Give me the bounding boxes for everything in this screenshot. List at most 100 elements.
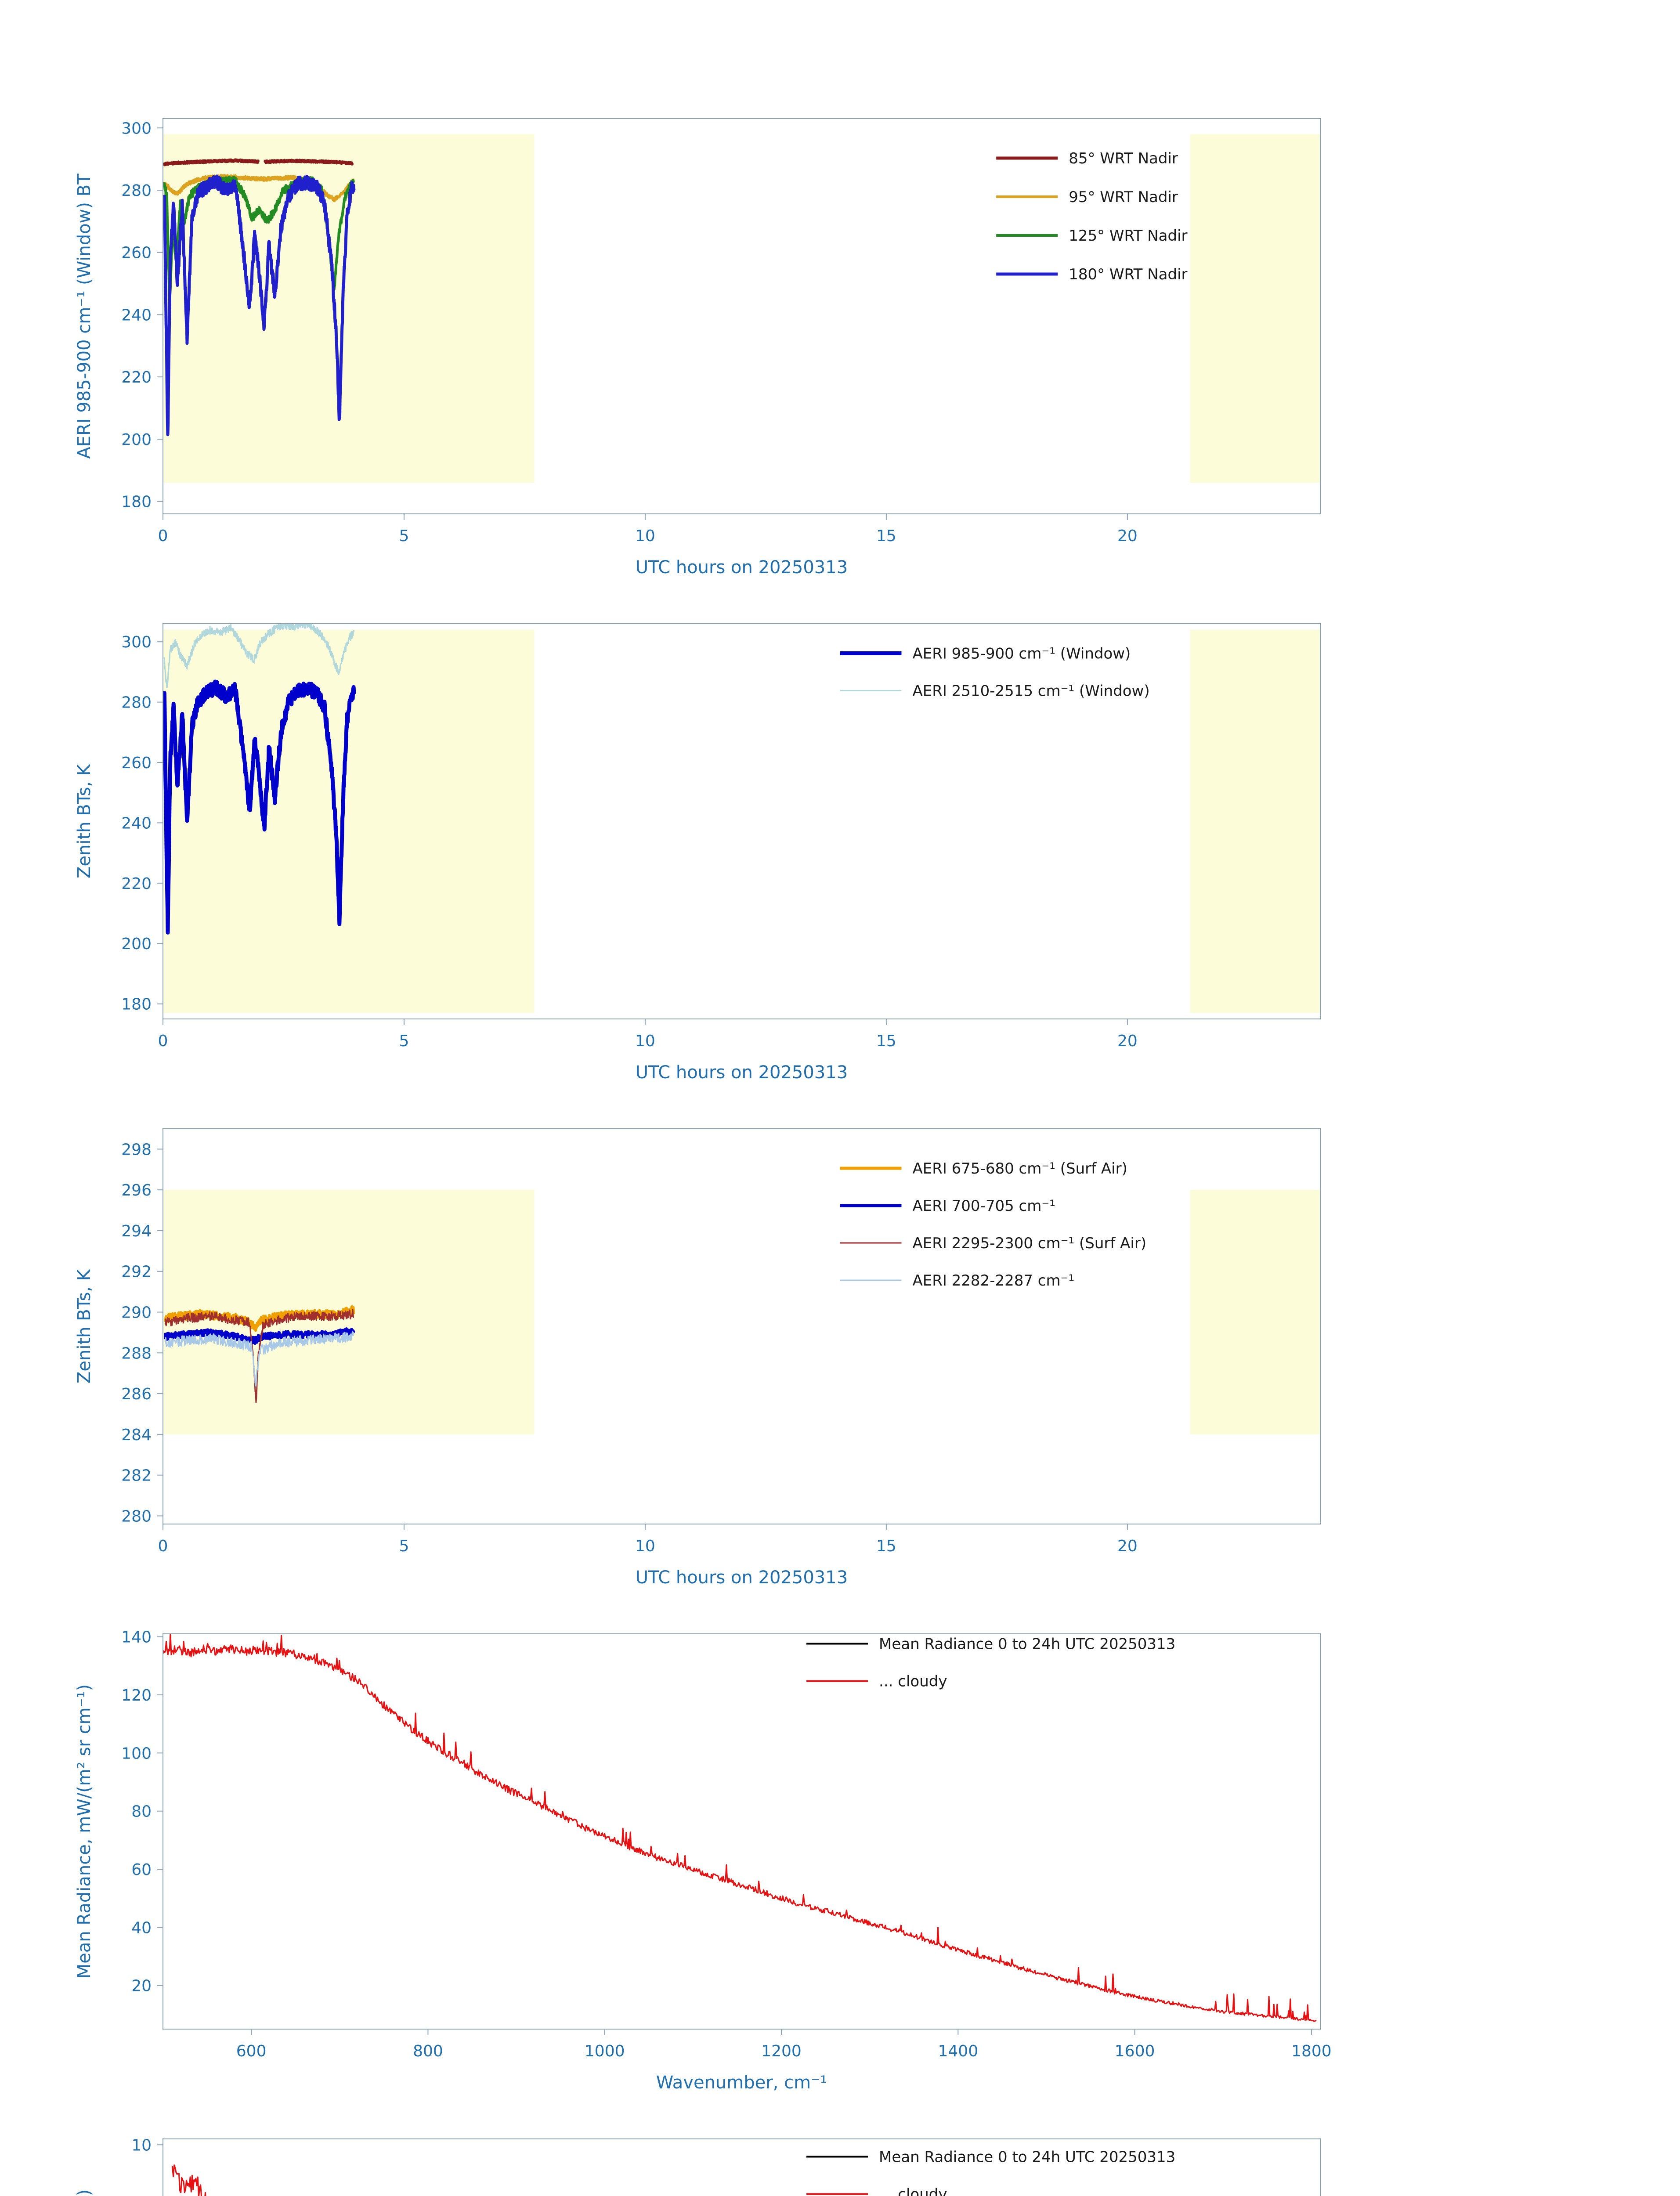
y-tick-label: 298 — [121, 1141, 152, 1159]
y-tick-label: 10 — [131, 2136, 152, 2154]
y-tick-label: 260 — [121, 754, 152, 772]
x-tick-label: 15 — [876, 1032, 896, 1050]
series-line — [171, 2164, 206, 2196]
x-tick-label: 20 — [1117, 1032, 1138, 1050]
zenith-window-bt-chart-svg: 0 5 10 15 20 180 200 220 240 260 280 300 UTC hours o… — [74, 623, 1321, 1083]
y-tick-label: 240 — [121, 306, 152, 324]
y-tick-label: 280 — [121, 182, 152, 200]
series-line — [164, 1327, 355, 1345]
x-tick-label: 15 — [876, 527, 896, 545]
mean-radiance-500-1800-chart: 600 800 1000 1200 1400 1600 1800 20 40 60 80 100 120… — [0, 1621, 1680, 2126]
y-tick-label: 294 — [121, 1222, 152, 1240]
legend-label: AERI 985-900 cm⁻¹ (Window) — [912, 645, 1131, 663]
y-tick-label: 300 — [121, 119, 152, 137]
series-line — [165, 1309, 354, 1403]
bt-angles-chart: 0 5 10 15 20 180 200 220 240 260 280 300 UTC hours o… — [0, 105, 1680, 610]
y-tick-label: 180 — [121, 996, 152, 1014]
x-tick-label: 1600 — [1115, 2042, 1155, 2060]
legend-label: AERI 2295-2300 cm⁻¹ (Surf Air) — [912, 1235, 1146, 1252]
x-tick-label: 1200 — [761, 2042, 802, 2060]
y-tick-label: 260 — [121, 244, 152, 262]
x-tick-label: 5 — [399, 527, 409, 545]
night-shading — [1190, 629, 1320, 1013]
y-axis-label: Zenith BTs, K — [74, 763, 94, 878]
series-group — [164, 1305, 355, 1403]
series-group — [163, 624, 356, 935]
series-line — [163, 174, 356, 437]
y-axis-label: Mean Radiance, mW/(m² sr cm⁻¹) — [74, 2189, 94, 2196]
y-axis-label: AERI 985-900 cm⁻¹ (Window) BT — [74, 173, 94, 459]
series-group — [163, 1634, 1317, 2022]
night-shading — [1190, 134, 1320, 483]
series-line — [163, 158, 354, 166]
bt-angles-chart-svg: 0 5 10 15 20 180 200 220 240 260 280 300 UTC hours o… — [74, 118, 1321, 578]
night-shading — [1190, 1190, 1320, 1434]
y-tick-label: 200 — [121, 935, 152, 953]
x-tick-label: 15 — [876, 1537, 896, 1555]
x-tick-label: 1400 — [938, 2042, 978, 2060]
legend-label: ... cloudy — [879, 2186, 947, 2196]
y-tick-label: 280 — [121, 1507, 152, 1525]
legend-label: 180° WRT Nadir — [1069, 266, 1187, 283]
y-tick-label: 282 — [121, 1467, 152, 1485]
y-tick-label: 240 — [121, 814, 152, 832]
legend-label: 125° WRT Nadir — [1069, 227, 1187, 245]
y-tick-label: 60 — [131, 1861, 152, 1879]
y-tick-label: 20 — [131, 1977, 152, 1995]
legend-label: 85° WRT Nadir — [1069, 150, 1178, 167]
x-tick-label: 600 — [236, 2042, 267, 2060]
y-tick-label: 120 — [121, 1687, 152, 1705]
y-tick-label: 290 — [121, 1304, 152, 1322]
x-axis-label: UTC hours on 20250313 — [636, 1062, 848, 1083]
x-tick-label: 0 — [158, 527, 168, 545]
legend-label: 95° WRT Nadir — [1069, 188, 1178, 206]
y-tick-label: 80 — [131, 1803, 152, 1821]
x-tick-label: 800 — [413, 2042, 443, 2060]
x-axis-label: Wavenumber, cm⁻¹ — [656, 2073, 827, 2093]
axes-box — [163, 1128, 1321, 1524]
x-tick-label: 10 — [635, 527, 655, 545]
legend-label: Mean Radiance 0 to 24h UTC 20250313 — [879, 2149, 1175, 2166]
y-tick-label: 296 — [121, 1181, 152, 1199]
y-tick-label: 100 — [121, 1745, 152, 1763]
axes-box — [163, 623, 1321, 1019]
series-line — [163, 624, 355, 688]
x-tick-label: 10 — [635, 1032, 655, 1050]
y-axis-label: Mean Radiance, mW/(m² sr cm⁻¹) — [74, 1684, 94, 1979]
y-tick-label: 280 — [121, 694, 152, 712]
axes-box — [163, 118, 1321, 514]
y-tick-label: 288 — [121, 1344, 152, 1362]
mean-radiance-1800-3000-chart: 18002000220024002600280030000246810Waven… — [0, 2126, 1680, 2196]
y-tick-label: 300 — [121, 633, 152, 651]
y-tick-label: 286 — [121, 1385, 152, 1403]
series-line — [163, 1634, 1317, 2022]
y-tick-label: 220 — [121, 875, 152, 893]
legend-label: AERI 700-705 cm⁻¹ — [912, 1197, 1055, 1215]
x-axis-label: UTC hours on 20250313 — [636, 557, 848, 578]
x-tick-label: 1800 — [1291, 2042, 1332, 2060]
x-tick-label: 5 — [399, 1032, 409, 1050]
x-tick-label: 20 — [1117, 1537, 1138, 1555]
legend-label: AERI 2282-2287 cm⁻¹ — [912, 1272, 1074, 1289]
y-tick-label: 220 — [121, 368, 152, 386]
zenith-co2-bt-chart: 0 5 10 15 20 280 282 284 286 288 290 292 294 296 298 UT… — [0, 1116, 1680, 1621]
series-group — [163, 158, 356, 437]
y-tick-label: 40 — [131, 1919, 152, 1937]
mean-radiance-500-1800-chart-svg: 600 800 1000 1200 1400 1600 1800 20 40 60 80 100 120… — [74, 1629, 1332, 2093]
x-tick-label: 1000 — [585, 2042, 625, 2060]
series-line — [165, 1331, 354, 1387]
legend-label: ... cloudy — [879, 1673, 947, 1690]
series-line — [163, 679, 356, 935]
legend-label: AERI 675-680 cm⁻¹ (Surf Air) — [912, 1160, 1127, 1177]
legend-label: AERI 2510-2515 cm⁻¹ (Window) — [912, 683, 1149, 700]
axes-box — [163, 2138, 1321, 2196]
zenith-window-bt-chart: 0 5 10 15 20 180 200 220 240 260 280 300 UTC hours o… — [0, 610, 1680, 1116]
y-axis-label: Zenith BTs, K — [74, 1268, 94, 1383]
x-tick-label: 20 — [1117, 527, 1138, 545]
x-axis-label: UTC hours on 20250313 — [636, 1568, 848, 1588]
x-tick-label: 5 — [399, 1537, 409, 1555]
y-tick-label: 140 — [121, 1629, 152, 1647]
zenith-co2-bt-chart-svg: 0 5 10 15 20 280 282 284 286 288 290 292 294 296 298 UT… — [74, 1128, 1321, 1588]
legend-label: Mean Radiance 0 to 24h UTC 20250313 — [879, 1636, 1175, 1653]
